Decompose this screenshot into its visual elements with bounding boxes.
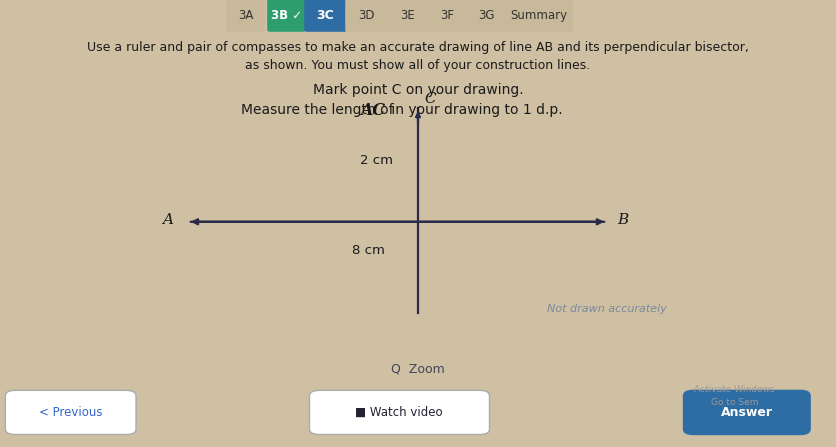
FancyBboxPatch shape bbox=[684, 390, 810, 434]
Text: 3F: 3F bbox=[441, 9, 455, 22]
Text: Use a ruler and pair of compasses to make an accurate drawing of line AB and its: Use a ruler and pair of compasses to mak… bbox=[87, 42, 749, 55]
FancyBboxPatch shape bbox=[309, 390, 490, 434]
FancyBboxPatch shape bbox=[268, 0, 305, 31]
Text: 3E: 3E bbox=[400, 9, 415, 22]
Text: < Previous: < Previous bbox=[38, 406, 102, 419]
Text: AC: AC bbox=[360, 102, 385, 119]
FancyBboxPatch shape bbox=[466, 0, 506, 31]
FancyBboxPatch shape bbox=[304, 0, 346, 31]
Text: 3G: 3G bbox=[478, 9, 494, 22]
Text: ■ Watch video: ■ Watch video bbox=[355, 406, 443, 419]
Text: Activate Windows: Activate Windows bbox=[694, 384, 775, 393]
Text: 3B ✓: 3B ✓ bbox=[271, 9, 302, 22]
Text: A: A bbox=[162, 213, 173, 227]
Text: C: C bbox=[425, 92, 436, 106]
Text: 3D: 3D bbox=[359, 9, 375, 22]
Text: B: B bbox=[617, 213, 628, 227]
Text: 8 cm: 8 cm bbox=[352, 244, 385, 257]
FancyBboxPatch shape bbox=[428, 0, 467, 31]
FancyBboxPatch shape bbox=[227, 0, 264, 31]
Text: as shown. You must show all of your construction lines.: as shown. You must show all of your cons… bbox=[246, 59, 590, 72]
Text: in your drawing to 1 d.p.: in your drawing to 1 d.p. bbox=[387, 103, 563, 117]
Text: Go to Sem: Go to Sem bbox=[711, 398, 758, 407]
FancyBboxPatch shape bbox=[5, 390, 136, 434]
Text: 3C: 3C bbox=[317, 9, 334, 22]
FancyBboxPatch shape bbox=[506, 0, 573, 31]
Text: Q  Zoom: Q Zoom bbox=[391, 363, 445, 375]
Text: Not drawn accurately: Not drawn accurately bbox=[547, 304, 667, 314]
Text: Summary: Summary bbox=[511, 9, 568, 22]
FancyBboxPatch shape bbox=[345, 0, 388, 31]
Text: 3A: 3A bbox=[237, 9, 253, 22]
Text: Measure the length of: Measure the length of bbox=[242, 103, 398, 117]
FancyBboxPatch shape bbox=[387, 0, 429, 31]
Text: Answer: Answer bbox=[721, 406, 772, 419]
Text: Mark point C on your drawing.: Mark point C on your drawing. bbox=[313, 83, 523, 97]
Text: 2 cm: 2 cm bbox=[360, 154, 394, 167]
